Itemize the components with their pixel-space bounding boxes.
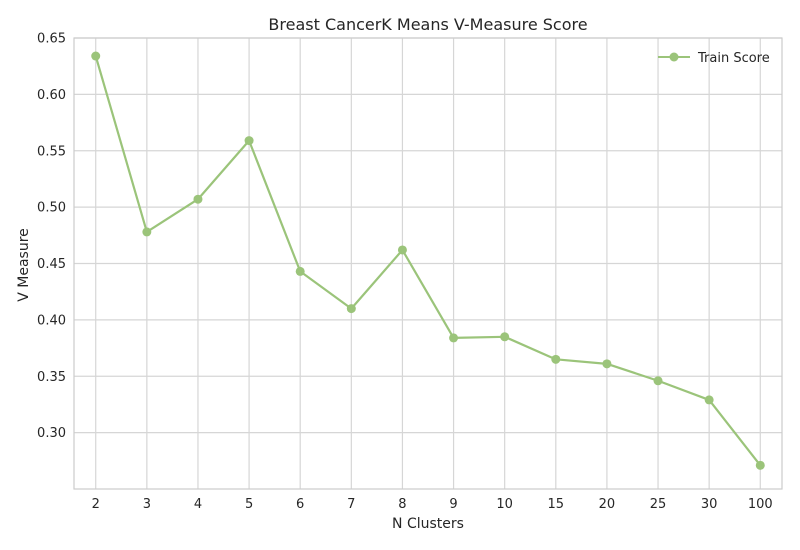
y-axis-title: V Measure (16, 228, 32, 302)
x-tick-label: 30 (701, 497, 718, 512)
x-tick-label: 25 (650, 497, 667, 512)
y-tick-label: 0.35 (37, 370, 66, 385)
x-tick-label: 8 (398, 497, 406, 512)
legend-marker-swatch (669, 52, 679, 62)
y-tick-label: 0.45 (37, 257, 66, 272)
y-tick-label: 0.55 (37, 144, 66, 159)
plot-frame (73, 37, 783, 490)
data-point (397, 245, 407, 255)
x-tick-label: 2 (92, 497, 100, 512)
data-point (500, 332, 510, 342)
x-tick-label: 15 (548, 497, 565, 512)
data-point (653, 376, 663, 386)
y-tick-label: 0.40 (37, 313, 66, 328)
y-tick-label: 0.60 (37, 88, 66, 103)
x-axis-ticks: 2 3 4 5 6 7 8 9 10 15 20 25 30 100 (92, 497, 773, 512)
legend-label-train-score: Train Score (697, 51, 770, 66)
chart-title: Breast CancerK Means V-Measure Score (268, 15, 587, 34)
y-tick-label: 0.65 (37, 32, 66, 47)
x-tick-label: 20 (599, 497, 616, 512)
x-tick-label: 3 (143, 497, 151, 512)
x-tick-label: 10 (496, 497, 513, 512)
x-tick-label: 4 (194, 497, 202, 512)
data-point (244, 136, 254, 146)
series-layer (91, 51, 765, 470)
x-tick-label: 100 (748, 497, 773, 512)
y-tick-label: 0.50 (37, 201, 66, 216)
data-point (704, 395, 714, 405)
data-point (142, 227, 152, 237)
data-point (91, 51, 101, 61)
x-tick-label: 5 (245, 497, 253, 512)
y-axis-ticks: 0.30 0.35 0.40 0.45 0.50 0.55 0.60 0.65 (37, 32, 66, 442)
data-point (551, 354, 561, 364)
data-point (193, 194, 203, 204)
data-point (755, 460, 765, 470)
x-tick-label: 9 (449, 497, 457, 512)
y-tick-label: 0.30 (37, 426, 66, 441)
x-axis-title: N Clusters (392, 516, 464, 532)
data-point (346, 304, 356, 314)
legend: Train Score (658, 51, 770, 66)
x-tick-label: 7 (347, 497, 355, 512)
data-point (295, 266, 305, 276)
data-point (449, 333, 459, 343)
data-point (602, 359, 612, 369)
series-line-train-score (94, 55, 762, 466)
grid (74, 37, 782, 489)
x-tick-label: 6 (296, 497, 304, 512)
